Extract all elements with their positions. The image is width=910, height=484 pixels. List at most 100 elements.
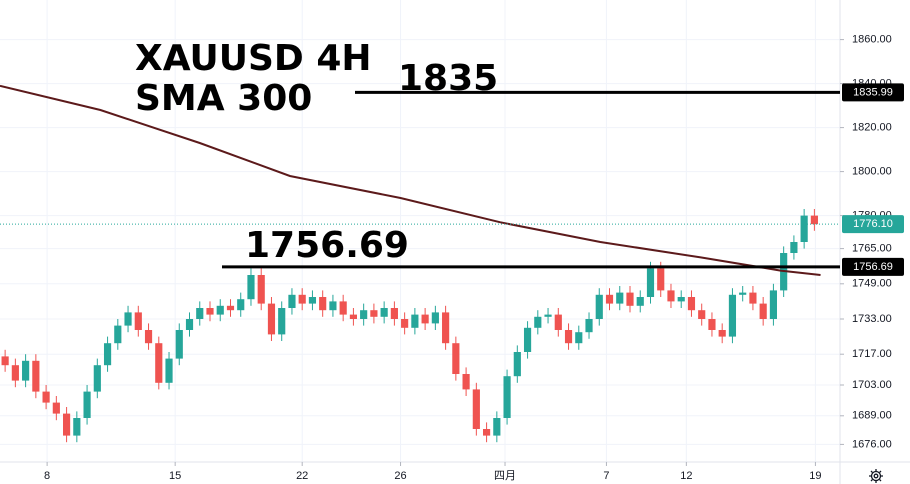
candle-body (288, 294, 296, 308)
candle-body (93, 365, 101, 392)
y-tick-label: 1860.00 (852, 34, 892, 46)
y-tick-label: 1717.00 (852, 348, 892, 360)
candle-body (810, 215, 818, 225)
candle-body (175, 330, 183, 359)
candle-body (226, 305, 235, 311)
candle-body (687, 297, 696, 311)
candle-body (657, 268, 665, 291)
candle-body (503, 376, 511, 418)
candle-body (257, 275, 265, 304)
candle-body (360, 310, 368, 319)
candle-body (134, 312, 142, 330)
sma-line (0, 84, 821, 276)
level-price-box (842, 257, 904, 276)
candle-body (728, 294, 737, 337)
candle-body (575, 332, 583, 344)
candle-body (216, 305, 224, 315)
level-annotation: 1756.69 (245, 225, 409, 266)
y-tick-label: 1880.00 (852, 0, 892, 2)
grid (0, 0, 840, 462)
level-price-box (842, 83, 904, 102)
settings-icon[interactable] (869, 469, 883, 483)
candle-body (339, 301, 347, 315)
candle-body (513, 352, 521, 377)
candle-body (626, 292, 634, 306)
candle-body (534, 316, 542, 328)
candle-body (298, 294, 306, 304)
candle-body (667, 290, 675, 302)
candle-body (411, 314, 419, 328)
candle-body (11, 365, 19, 381)
y-tick-label: 1676.00 (852, 438, 892, 450)
candle-body (493, 418, 501, 436)
plot-area (0, 84, 840, 443)
level-price-label: 1756.69 (853, 261, 893, 273)
candle-body (390, 308, 398, 319)
candle-body (585, 319, 593, 333)
candle-body (483, 429, 491, 436)
candle-body (595, 294, 603, 319)
y-tick-label: 1765.00 (852, 243, 892, 255)
candle-body (708, 319, 716, 330)
candle-body (442, 312, 450, 344)
x-tick-label: 26 (394, 470, 406, 482)
candle-body (196, 308, 204, 319)
candle-body (237, 299, 245, 311)
candle-body (329, 301, 337, 311)
candle-body (646, 268, 655, 297)
candle-body (308, 297, 317, 304)
chart-title: XAUUSD 4H (135, 38, 372, 79)
candle-body (73, 418, 81, 436)
candle-body (698, 310, 706, 319)
candle-body (42, 391, 50, 403)
candle-body (380, 308, 388, 317)
candle-body (739, 292, 747, 295)
x-tick-label: 四月 (494, 470, 516, 482)
candle-body (319, 297, 327, 311)
candle-body (616, 292, 624, 304)
candle-body (206, 308, 214, 315)
x-tick-label: 22 (296, 470, 308, 482)
candle-body (155, 343, 163, 383)
candle-body (790, 242, 798, 253)
candle-body (431, 312, 439, 324)
candle-body (247, 275, 255, 300)
candle-body (124, 312, 132, 326)
y-tick-label: 1733.00 (852, 313, 892, 325)
annotations: XAUUSD 4H SMA 300 1835 1756.69 (135, 38, 840, 269)
candle-body (605, 294, 614, 304)
candle-body (718, 330, 726, 337)
x-tick-label: 12 (680, 470, 692, 482)
chart-subtitle: SMA 300 (135, 78, 312, 119)
candle-body (278, 308, 286, 335)
candle-body (749, 292, 757, 304)
x-tick-label: 7 (603, 470, 609, 482)
last-price-label: 1776.10 (853, 218, 893, 230)
candle-body (63, 413, 71, 436)
candle-body (800, 215, 808, 242)
y-tick-label: 1820.00 (852, 122, 892, 134)
candle-body (472, 389, 480, 429)
level-annotation: 1835 (398, 58, 498, 99)
y-tick-label: 1689.00 (852, 410, 892, 422)
candle-body (349, 314, 357, 319)
candle-body (462, 374, 470, 390)
candle-body (554, 314, 562, 330)
candle-body (267, 303, 276, 335)
candle-body (769, 290, 777, 319)
candle-body (564, 330, 573, 344)
y-tick-label: 1800.00 (852, 166, 892, 178)
candle-body (1, 356, 9, 366)
candle-body (32, 360, 40, 392)
x-tick-label: 15 (169, 470, 181, 482)
candle-body (144, 330, 153, 344)
candle-body (452, 343, 460, 374)
candle-body (22, 360, 30, 381)
candle-body (83, 391, 91, 418)
candle-body (759, 303, 767, 319)
candle-body (114, 325, 122, 344)
candle-body (636, 297, 644, 306)
candle-body (52, 402, 60, 414)
